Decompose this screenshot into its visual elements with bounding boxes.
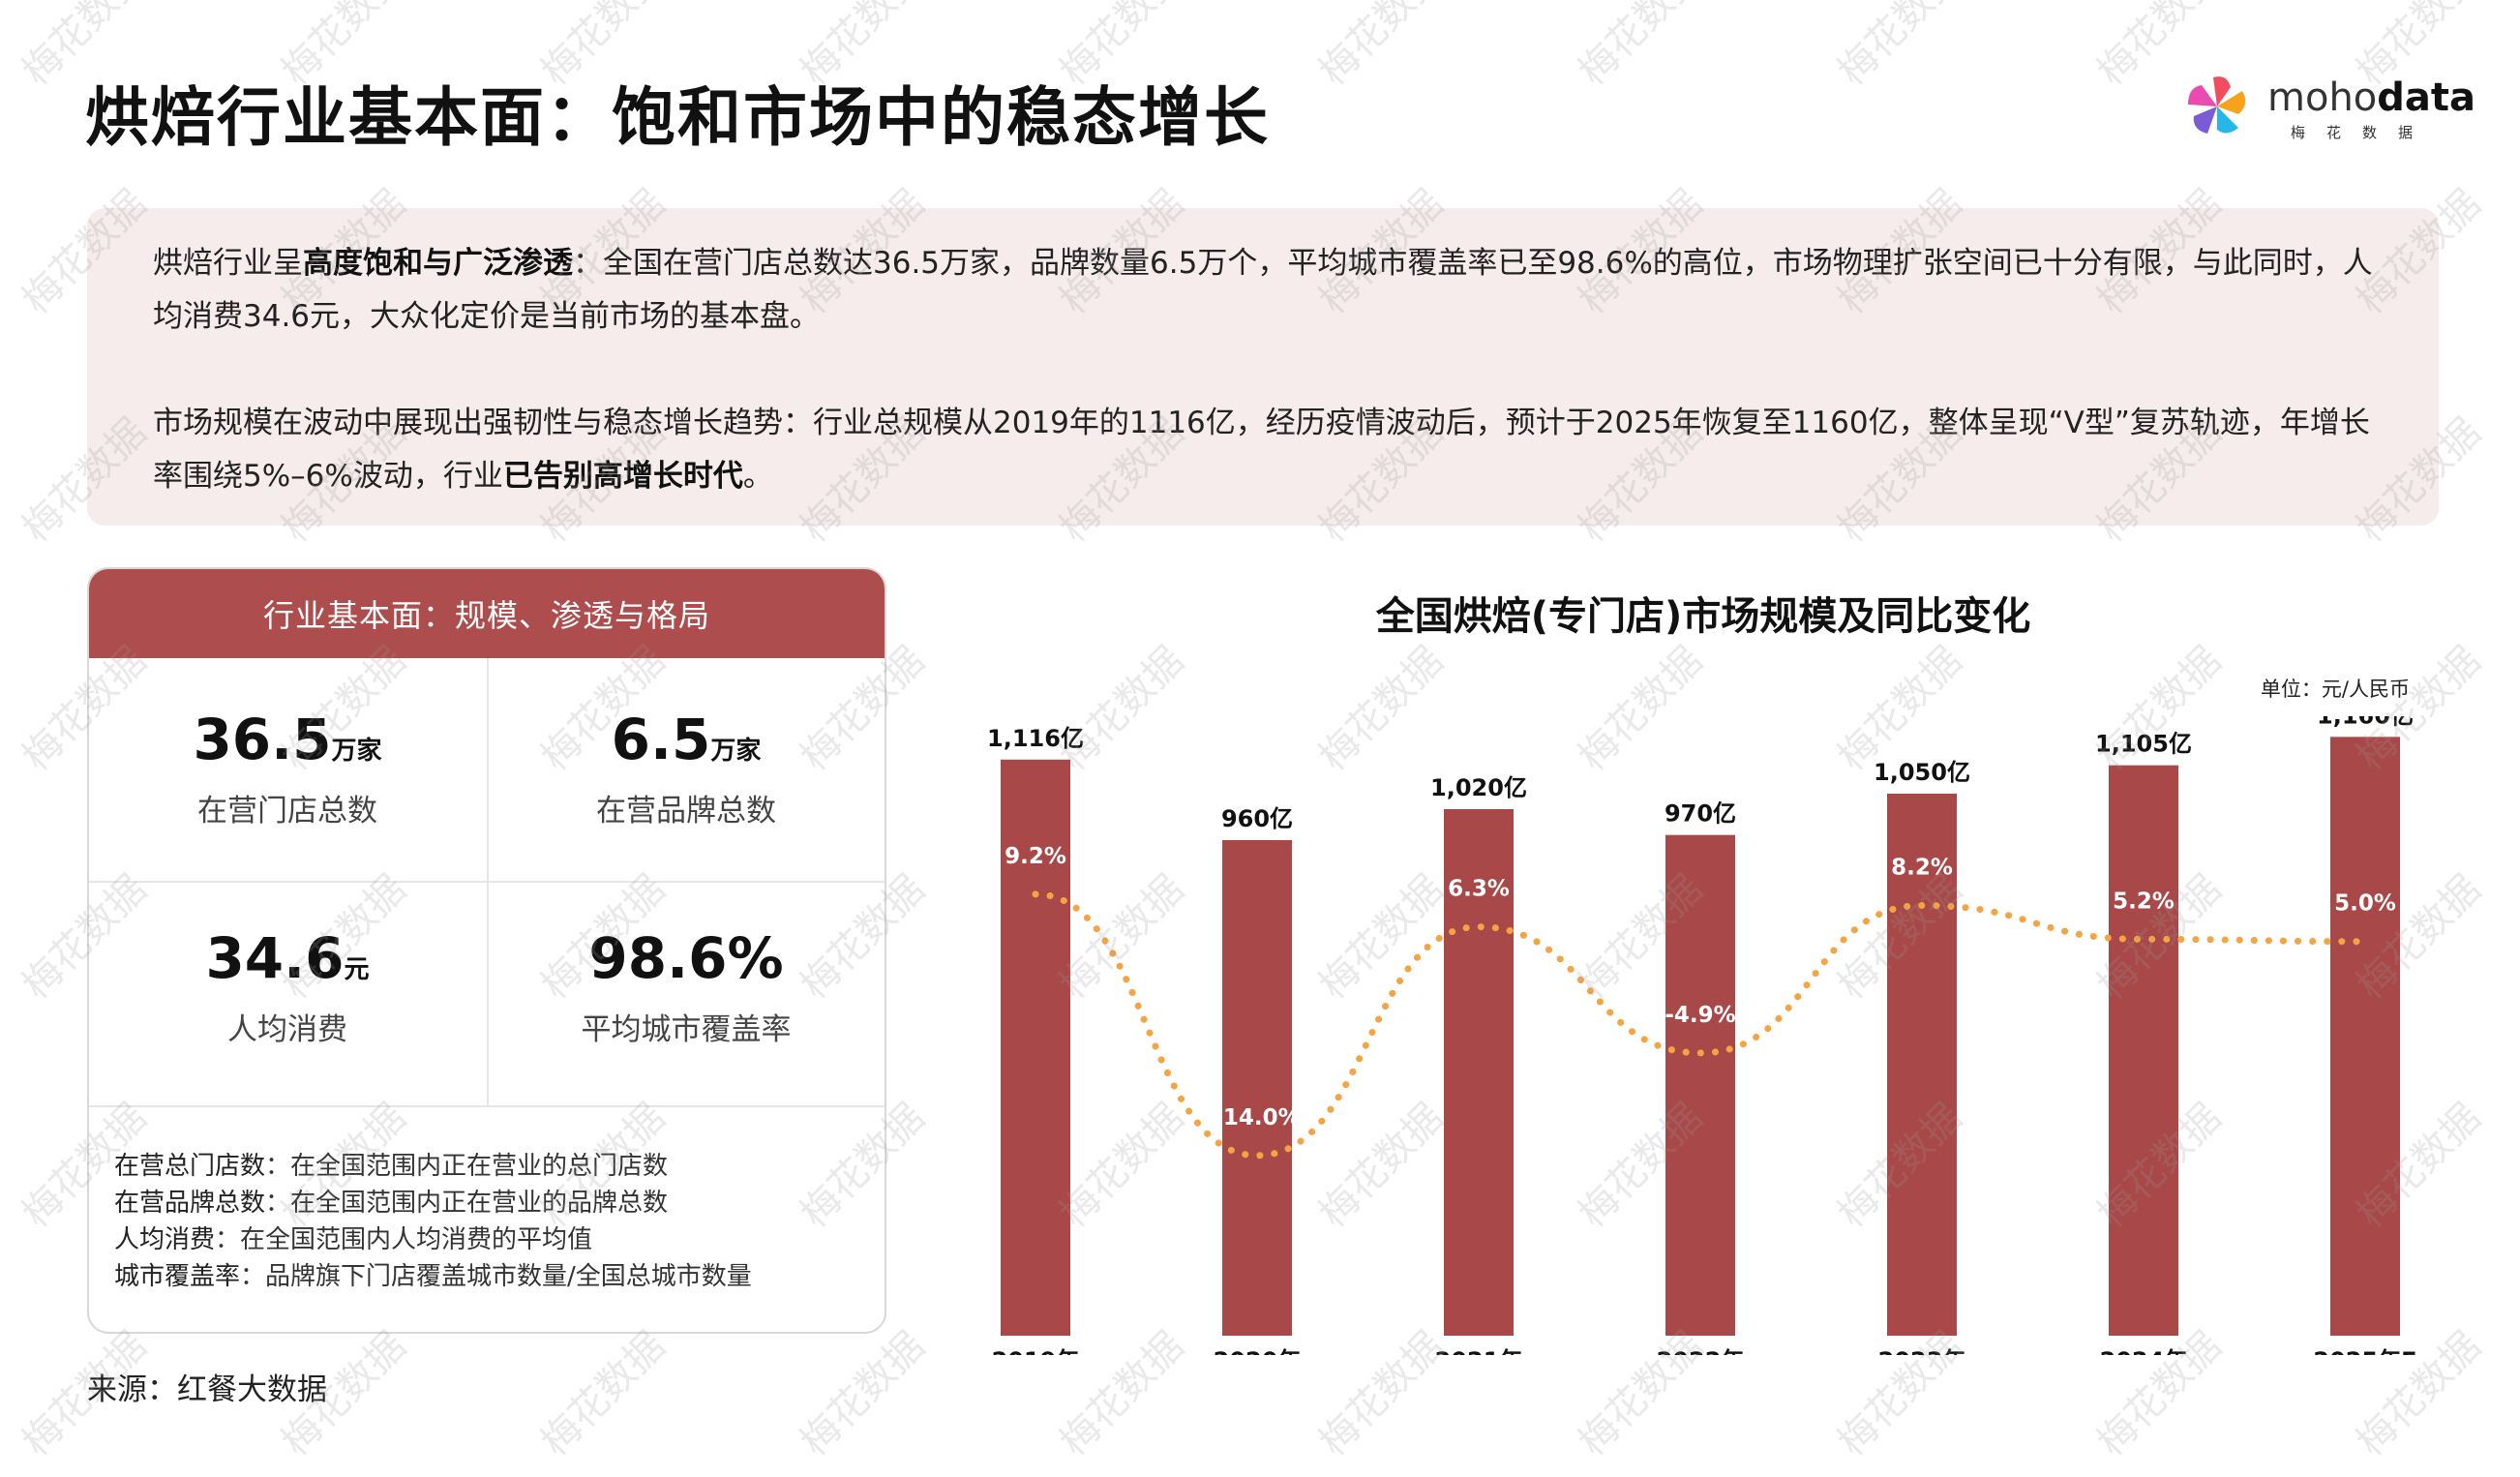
bar-value-label: 960亿 [1221,805,1293,832]
bar-value-label: 1,020亿 [1430,774,1527,801]
bar [1665,834,1735,1336]
kpi-brand-count: 6.5万家 在营品牌总数 [488,707,885,829]
kpi-label: 人均消费 [227,1012,347,1047]
kpi-unit: 万家 [331,737,382,766]
chart-title: 全国烘焙(专门店)市场规模及同比变化 [1375,594,2031,639]
bar-value-label: 1,116亿 [987,725,1084,752]
kpi-value: 98.6% [588,925,784,991]
summary-paragraph-2: 市场规模在波动中展现出强韧性与稳态增长趋势：行业总规模从2019年的1116亿，… [153,406,2370,494]
kpi-label: 在营门店总数 [197,794,377,829]
bar-value-label: 1,160亿 [2317,716,2414,729]
source-note: 来源：红餐大数据 [87,1372,327,1407]
bar [1444,809,1514,1336]
x-tick-label: 2023年 [1878,1347,1966,1355]
definition-item: 在营品牌总数：在全国范围内正在营业的品牌总数 [114,1189,669,1218]
watermark-text: 梅花数据 [1571,0,1712,94]
page-title: 烘焙行业基本面：饱和市场中的稳态增长 [85,80,1270,155]
growth-rate-label: 9.2% [1005,844,1066,869]
watermark-text: 梅花数据 [533,1323,675,1464]
summary-paragraph-1: 烘焙行业呈高度饱和与广泛渗透：全国在营门店总数达36.5万家，品牌数量6.5万个… [153,246,2373,334]
x-tick-label: 2019年 [992,1347,1080,1355]
kpi-label: 平均城市覆盖率 [581,1012,792,1047]
brand-logo: mohodata 梅花数据 [2182,72,2475,145]
card-header: 行业基本面：规模、渗透与格局 [89,569,885,658]
bar [1222,840,1292,1336]
logo-wordmark: mohodata [2267,75,2476,120]
growth-rate-label: 8.2% [1891,855,1953,880]
growth-rate-label: 5.0% [2334,891,2396,917]
kpi-unit: 元 [344,955,370,984]
x-tick-label: 2022年 [1657,1347,1745,1355]
kpi-label: 在营品牌总数 [596,794,776,829]
bar [2330,737,2400,1336]
definition-item: 城市覆盖率：品牌旗下门店覆盖城市数量/全国总城市数量 [114,1262,752,1291]
growth-rate-label: -14.0% [1214,1105,1300,1130]
x-tick-label: 2025年E [2313,1347,2416,1355]
fundamentals-card: 行业基本面：规模、渗透与格局 36.5万家 在营门店总数 6.5万家 在营品牌总… [87,567,886,1334]
card-divider-horizontal [89,881,885,883]
definitions-list: 在营总门店数：在全国范围内正在营业的总门店数 在营品牌总数：在全国范围内正在营业… [114,1148,752,1295]
bar [1887,794,1957,1336]
x-tick-label: 2020年 [1214,1347,1302,1355]
definition-item: 在营总门店数：在全国范围内正在营业的总门店数 [114,1152,669,1181]
growth-rate-label: -4.9% [1665,1003,1735,1028]
bar-value-label: 1,105亿 [2095,731,2192,758]
watermark-text: 梅花数据 [793,1323,934,1464]
bar [2109,765,2178,1336]
watermark-text: 梅花数据 [1311,0,1453,94]
card-divider-horizontal [89,1105,885,1107]
pinwheel-logo-icon [2188,76,2246,134]
kpi-value: 36.5 [193,707,332,772]
kpi-unit: 万家 [710,737,762,766]
bar-value-label: 970亿 [1665,800,1736,828]
definition-item: 人均消费：在全国范围内人均消费的平均值 [114,1225,593,1254]
growth-rate-label: 6.3% [1448,877,1510,902]
x-tick-label: 2021年 [1435,1347,1523,1355]
bar [1001,759,1070,1336]
market-size-chart: 1,116亿 2019年 960亿 2020年 1,020亿 2021年 970亿 2022年… [987,716,2417,1355]
kpi-value: 34.6 [205,925,345,991]
kpi-city-coverage: 98.6% 平均城市覆盖率 [488,925,885,1048]
kpi-store-count: 36.5万家 在营门店总数 [89,707,486,829]
logo-subtitle: 梅花数据 [2291,124,2435,141]
watermark-text: 梅花数据 [1830,0,1971,94]
growth-rate-label: 5.2% [2113,889,2175,914]
chart-unit-note: 单位：元/人民币 [2260,678,2410,701]
x-tick-label: 2024年 [2100,1347,2188,1355]
kpi-per-capita-spend: 34.6元 人均消费 [89,925,486,1048]
summary-box: 烘焙行业呈高度饱和与广泛渗透：全国在营门店总数达36.5万家，品牌数量6.5万个… [87,208,2439,526]
bar-value-label: 1,050亿 [1874,759,1970,786]
kpi-value: 6.5 [611,707,711,772]
